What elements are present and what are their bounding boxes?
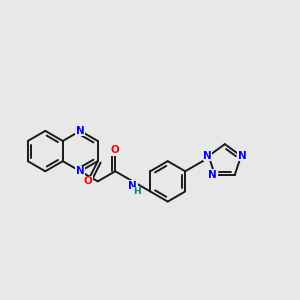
Text: H: H <box>133 188 141 196</box>
Text: N: N <box>238 151 246 161</box>
Text: O: O <box>111 145 120 155</box>
Text: N: N <box>128 181 137 190</box>
Text: O: O <box>84 176 93 186</box>
Text: N: N <box>76 126 85 136</box>
Text: N: N <box>76 166 85 176</box>
Text: N: N <box>208 170 217 180</box>
Text: N: N <box>203 151 212 161</box>
